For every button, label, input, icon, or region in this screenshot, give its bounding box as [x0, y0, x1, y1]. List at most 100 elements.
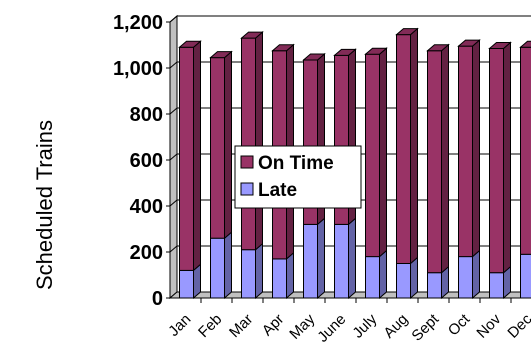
- y-axis: 0 200 400 600 800 1,000 1,200: [113, 12, 171, 310]
- bar-side: [348, 217, 356, 300]
- legend-label: Late: [258, 180, 297, 201]
- bar-front: [334, 223, 349, 299]
- legend-swatch: [240, 155, 254, 169]
- bar-front: [179, 46, 194, 271]
- bar-segment: [241, 242, 263, 300]
- bar-top: [240, 31, 264, 39]
- bar-segment: [303, 217, 325, 300]
- bar-front: [427, 272, 442, 299]
- bar-top: [519, 40, 531, 48]
- bar-side: [379, 47, 387, 258]
- bar-top: [209, 51, 233, 59]
- bar-front: [365, 256, 380, 299]
- bar-segment: [272, 251, 294, 300]
- bar-top: [457, 39, 481, 47]
- bar-side: [255, 242, 263, 300]
- bar-segment: [179, 263, 201, 300]
- legend-box: [234, 145, 362, 209]
- gridline-diag: [169, 199, 178, 207]
- bar-front: [520, 46, 531, 255]
- bar-segment: [178, 40, 202, 272]
- bar-front: [396, 34, 411, 265]
- bar-front: [272, 258, 287, 299]
- bar-segment: [427, 265, 449, 300]
- bar-segment: [396, 256, 418, 300]
- bar-front: [210, 57, 225, 239]
- bar-top: [364, 47, 388, 55]
- x-tick-label: Aug: [380, 311, 411, 342]
- bar-top: [426, 44, 450, 52]
- x-tick-label: May: [286, 310, 318, 342]
- bar-segment: [210, 231, 232, 300]
- gridline-diag: [169, 107, 178, 115]
- y-tick-label: 200: [130, 242, 163, 264]
- bar-front: [241, 249, 256, 299]
- bar-front: [458, 256, 473, 299]
- x-tick-label: Nov: [473, 310, 504, 341]
- bar-side: [224, 231, 232, 300]
- gridline-diag: [169, 61, 178, 69]
- gridline-diag: [169, 15, 178, 23]
- bar-side: [317, 217, 325, 300]
- bar-side: [379, 249, 387, 300]
- bar-front: [520, 253, 531, 299]
- y-tick-label: 0: [152, 288, 163, 310]
- bar-segment: [520, 253, 531, 299]
- bar-front: [458, 45, 473, 258]
- bar-segment: [519, 40, 531, 255]
- bar-side: [193, 40, 201, 272]
- bar-segment: [209, 50, 233, 240]
- bar-side: [224, 50, 232, 240]
- bar-side: [286, 251, 294, 300]
- bar-front: [489, 47, 504, 274]
- bar-side: [441, 43, 449, 274]
- x-tick-label: Apr: [259, 311, 288, 340]
- bar-top: [271, 44, 295, 52]
- gridline-diag: [169, 245, 178, 253]
- bar-segment: [488, 41, 512, 274]
- x-tick-label: Sept: [408, 310, 442, 344]
- bar-side: [472, 39, 480, 258]
- x-tick-label: Mar: [226, 311, 256, 341]
- bar-front: [396, 263, 411, 299]
- bar-top: [178, 40, 202, 48]
- x-tick-label: June: [314, 311, 349, 346]
- y-tick-label: 1,000: [113, 58, 163, 80]
- legend-swatch: [240, 182, 254, 196]
- x-tick-label: July: [349, 310, 380, 341]
- bar-segment: [365, 249, 387, 300]
- bar-side: [255, 31, 263, 251]
- bar-top: [395, 28, 419, 36]
- bar-side: [410, 256, 418, 300]
- legend-label: On Time: [258, 153, 334, 174]
- bar-top: [333, 48, 357, 56]
- bar-front: [365, 53, 380, 258]
- bar-front: [427, 50, 442, 274]
- bar-front: [241, 37, 256, 251]
- y-tick-label: 400: [130, 196, 163, 218]
- bar-top: [302, 53, 326, 61]
- bar-segment: [426, 43, 450, 274]
- x-tick-label: Jan: [165, 311, 194, 340]
- y-tick-label: 600: [130, 150, 163, 172]
- bar-segment: [458, 249, 480, 300]
- y-axis-title: Scheduled Trains: [32, 120, 57, 290]
- x-tick-label: Dec: [504, 310, 531, 341]
- bar-front: [179, 269, 194, 299]
- bar-front: [303, 223, 318, 299]
- bar-side: [472, 249, 480, 300]
- bar-segment: [457, 39, 481, 258]
- bar-segment: [364, 47, 388, 258]
- x-tick-label: Oct: [445, 310, 474, 339]
- bar-side: [503, 41, 511, 274]
- bar-front: [210, 237, 225, 299]
- gridline-diag: [169, 153, 178, 161]
- bars-group: [178, 27, 531, 300]
- bar-side: [410, 27, 418, 265]
- bar-front: [489, 272, 504, 299]
- bar-segment: [334, 217, 356, 300]
- bar-segment: [395, 27, 419, 265]
- x-tick-label: Feb: [195, 311, 225, 341]
